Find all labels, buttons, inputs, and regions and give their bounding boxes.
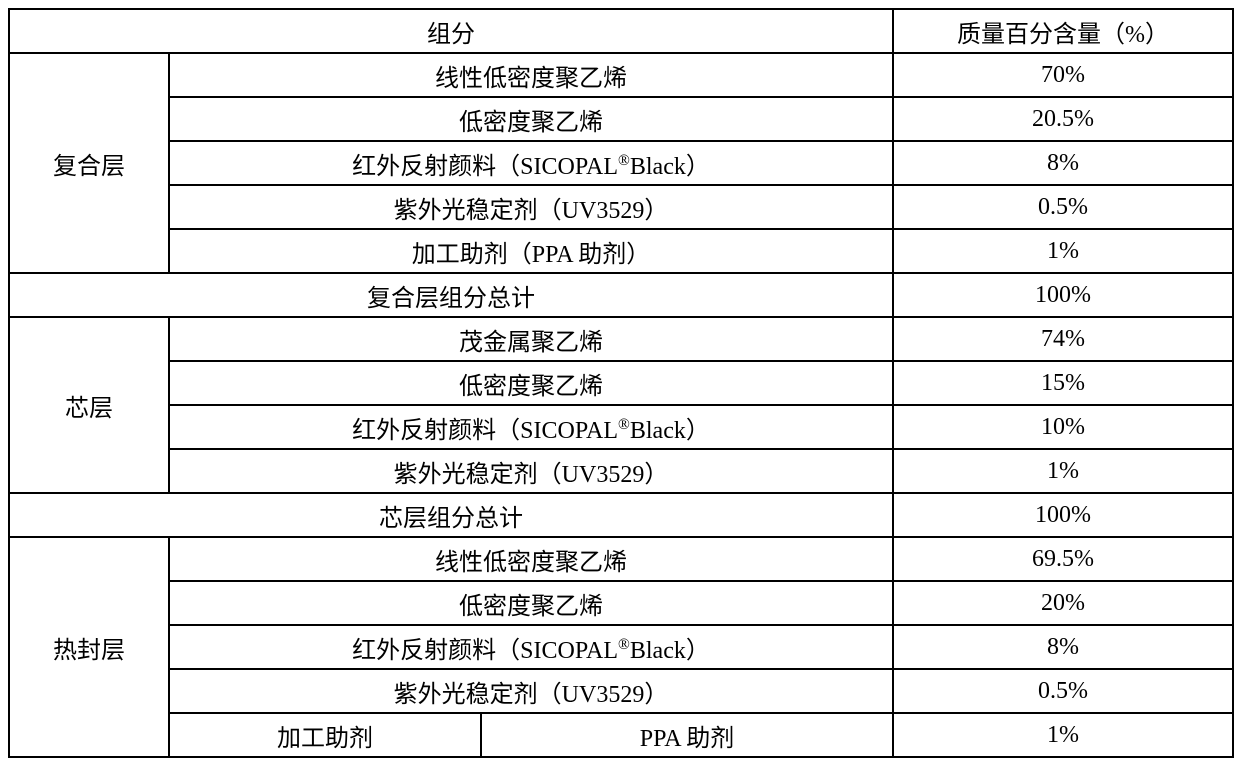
component-desc: 低密度聚乙烯 <box>169 97 893 141</box>
table-row: 紫外光稳定剂（UV3529） 0.5% <box>9 185 1233 229</box>
header-row: 组分 质量百分含量（%） <box>9 9 1233 53</box>
component-desc: 低密度聚乙烯 <box>169 361 893 405</box>
component-desc: 紫外光稳定剂（UV3529） <box>169 185 893 229</box>
header-percent: 质量百分含量（%） <box>893 9 1233 53</box>
group-name: 热封层 <box>9 537 169 757</box>
component-desc: 紫外光稳定剂（UV3529） <box>169 449 893 493</box>
table-row: 加工助剂（PPA 助剂） 1% <box>9 229 1233 273</box>
component-desc: 紫外光稳定剂（UV3529） <box>169 669 893 713</box>
component-desc: 红外反射颜料（SICOPAL®Black） <box>169 141 893 185</box>
table-row: 芯层 茂金属聚乙烯 74% <box>9 317 1233 361</box>
component-pct: 8% <box>893 141 1233 185</box>
component-desc: 茂金属聚乙烯 <box>169 317 893 361</box>
component-pct: 15% <box>893 361 1233 405</box>
component-pct: 20.5% <box>893 97 1233 141</box>
table-row: 热封层 线性低密度聚乙烯 69.5% <box>9 537 1233 581</box>
table-row: 红外反射颜料（SICOPAL®Black） 10% <box>9 405 1233 449</box>
component-desc: 线性低密度聚乙烯 <box>169 53 893 97</box>
component-pct: 1% <box>893 713 1233 757</box>
table-row: 低密度聚乙烯 20.5% <box>9 97 1233 141</box>
table-row: 加工助剂 PPA 助剂 1% <box>9 713 1233 757</box>
component-desc: 红外反射颜料（SICOPAL®Black） <box>169 625 893 669</box>
table-row: 紫外光稳定剂（UV3529） 1% <box>9 449 1233 493</box>
component-pct: 1% <box>893 449 1233 493</box>
subtotal-desc: 芯层组分总计 <box>9 493 893 537</box>
component-pct: 74% <box>893 317 1233 361</box>
component-desc: 红外反射颜料（SICOPAL®Black） <box>169 405 893 449</box>
component-desc: 加工助剂（PPA 助剂） <box>169 229 893 273</box>
component-pct: 1% <box>893 229 1233 273</box>
component-pct: 70% <box>893 53 1233 97</box>
group-name: 复合层 <box>9 53 169 273</box>
component-pct: 20% <box>893 581 1233 625</box>
table-row: 低密度聚乙烯 15% <box>9 361 1233 405</box>
component-pct: 0.5% <box>893 185 1233 229</box>
table-row: 复合层 线性低密度聚乙烯 70% <box>9 53 1233 97</box>
subtotal-desc: 复合层组分总计 <box>9 273 893 317</box>
table-row: 红外反射颜料（SICOPAL®Black） 8% <box>9 625 1233 669</box>
component-pct: 10% <box>893 405 1233 449</box>
composition-table: 组分 质量百分含量（%） 复合层 线性低密度聚乙烯 70% 低密度聚乙烯 20.… <box>8 8 1234 758</box>
component-desc: 线性低密度聚乙烯 <box>169 537 893 581</box>
component-pct: 0.5% <box>893 669 1233 713</box>
table-row: 紫外光稳定剂（UV3529） 0.5% <box>9 669 1233 713</box>
table-row: 红外反射颜料（SICOPAL®Black） 8% <box>9 141 1233 185</box>
subtotal-row: 芯层组分总计 100% <box>9 493 1233 537</box>
component-pct: 69.5% <box>893 537 1233 581</box>
component-split-left: 加工助剂 <box>169 713 481 757</box>
component-split-right: PPA 助剂 <box>481 713 893 757</box>
component-pct: 8% <box>893 625 1233 669</box>
subtotal-row: 复合层组分总计 100% <box>9 273 1233 317</box>
group-name: 芯层 <box>9 317 169 493</box>
component-desc: 低密度聚乙烯 <box>169 581 893 625</box>
subtotal-pct: 100% <box>893 493 1233 537</box>
header-component: 组分 <box>9 9 893 53</box>
table-row: 低密度聚乙烯 20% <box>9 581 1233 625</box>
subtotal-pct: 100% <box>893 273 1233 317</box>
